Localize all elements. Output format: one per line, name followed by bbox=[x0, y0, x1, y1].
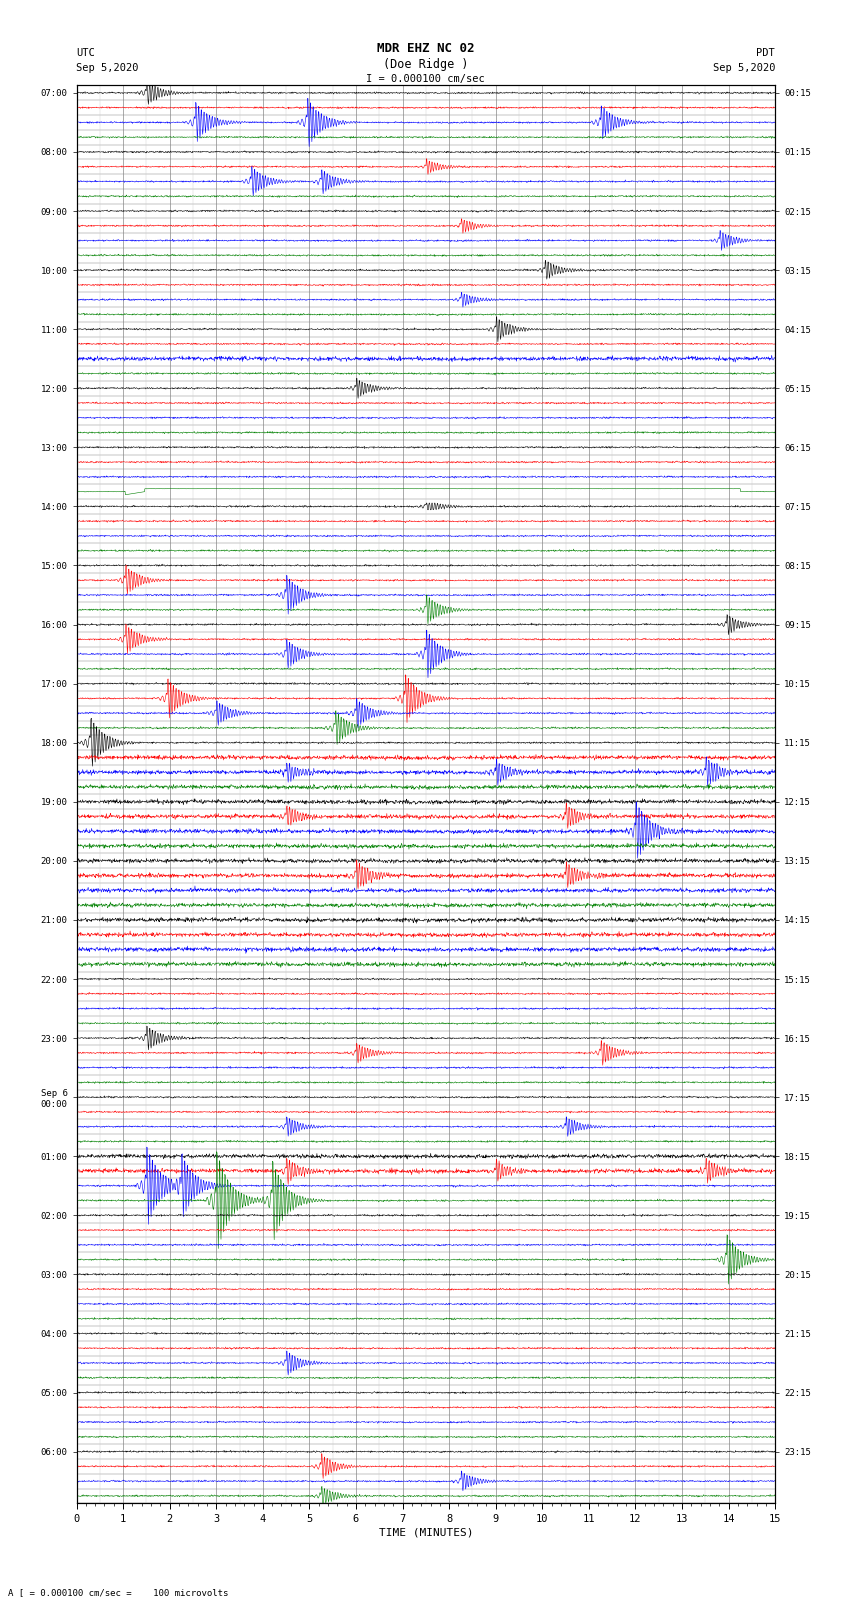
Text: UTC: UTC bbox=[76, 48, 95, 58]
Text: (Doe Ridge ): (Doe Ridge ) bbox=[383, 58, 468, 71]
Text: MDR EHZ NC 02: MDR EHZ NC 02 bbox=[377, 42, 474, 55]
Text: Sep 5,2020: Sep 5,2020 bbox=[76, 63, 139, 73]
Text: I = 0.000100 cm/sec: I = 0.000100 cm/sec bbox=[366, 74, 485, 84]
Text: Sep 5,2020: Sep 5,2020 bbox=[712, 63, 775, 73]
Text: PDT: PDT bbox=[756, 48, 775, 58]
Text: A [ = 0.000100 cm/sec =    100 microvolts: A [ = 0.000100 cm/sec = 100 microvolts bbox=[8, 1587, 229, 1597]
X-axis label: TIME (MINUTES): TIME (MINUTES) bbox=[378, 1528, 473, 1537]
